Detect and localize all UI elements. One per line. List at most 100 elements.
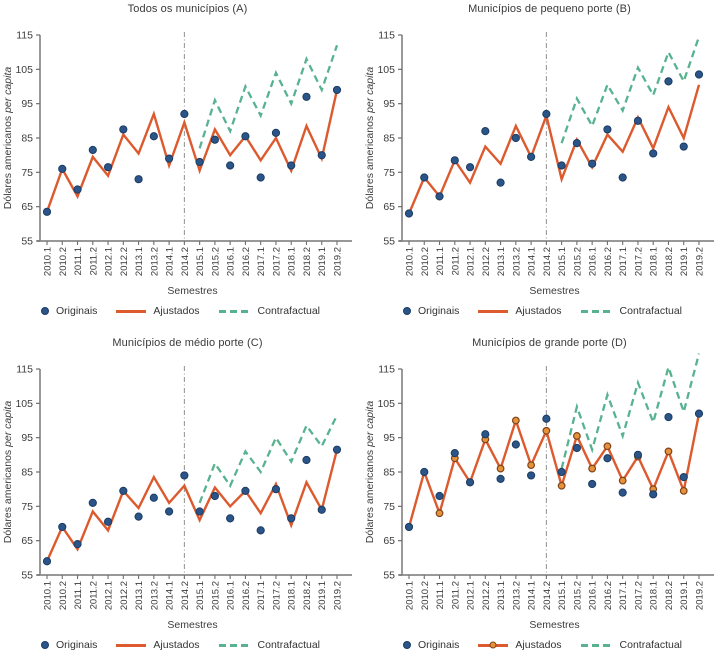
x-tick-label: 2015.1 [557, 581, 568, 610]
contrafactual-dash-icon [580, 309, 613, 313]
x-axis-label: Semestres [167, 619, 217, 631]
ajustados-line-icon [478, 309, 509, 313]
legend-label: Contrafactual [619, 639, 682, 651]
panel-b-legend: Originais Ajustados Contrafactual [362, 301, 723, 321]
originais-point [527, 152, 536, 161]
originais-point [42, 207, 52, 216]
y-tick-label: 75 [383, 501, 395, 513]
x-tick-label: 2016.2 [603, 581, 614, 610]
ajustados-marker [511, 416, 520, 425]
y-tick-label: 105 [15, 64, 33, 76]
x-tick-label: 2012.1 [466, 247, 477, 276]
panel-b-title: Municípios de pequeno porte (B) [468, 3, 631, 15]
originais-dot-icon [40, 641, 49, 649]
originais-point [603, 454, 612, 463]
contrafactual-dash-icon [218, 309, 251, 313]
x-tick-label: 2019.2 [695, 247, 706, 276]
x-tick-label: 2014.1 [165, 247, 176, 276]
originais-point [88, 145, 97, 155]
originais-point [226, 514, 235, 523]
x-tick-label: 2017.1 [256, 247, 267, 276]
x-tick-label: 2011.1 [73, 247, 84, 275]
y-tick-label: 65 [383, 535, 395, 547]
originais-point [450, 449, 459, 458]
originais-point [465, 163, 475, 172]
x-tick-label: 2013.2 [149, 581, 160, 610]
originais-point [404, 209, 414, 218]
x-tick-label: 2012.2 [481, 247, 492, 276]
x-tick-label: 2012.1 [466, 581, 477, 610]
x-tick-label: 2016.1 [226, 581, 237, 610]
x-tick-label: 2012.1 [104, 247, 115, 276]
ajustados-marker [618, 476, 627, 485]
originais-point [557, 161, 566, 170]
y-tick-label: 95 [383, 432, 395, 444]
series-contrafactual [560, 353, 701, 469]
originais-point [317, 151, 326, 160]
x-tick-label: 2018.2 [664, 581, 675, 610]
originais-point [649, 149, 658, 158]
x-tick-label: 2018.1 [649, 247, 660, 276]
originais-point [103, 163, 113, 172]
series-contrafactual [198, 414, 339, 504]
x-tick-label: 2014.2 [180, 247, 191, 276]
originais-point [256, 526, 265, 535]
x-tick-label: 2018.2 [664, 247, 675, 276]
x-tick-label: 2012.2 [481, 581, 492, 610]
x-tick-label: 2013.1 [496, 247, 507, 276]
x-tick-label: 2019.1 [317, 581, 328, 610]
legend-item-contrafactual: Contrafactual [218, 639, 320, 651]
x-tick-label: 2012.2 [119, 581, 130, 610]
originais-point [618, 488, 627, 497]
x-tick-label: 2016.1 [226, 247, 237, 276]
originais-point [271, 485, 281, 494]
panel-d-legend: Originais Ajustados Contrafactual [362, 635, 723, 655]
x-tick-label: 2014.2 [180, 581, 191, 610]
panel-d: Municípios de grande porte (D) 115 105 95 8… [362, 334, 723, 668]
originais-point [588, 479, 597, 489]
originais-point [210, 135, 219, 144]
panel-a: Todos os municípios (A) 115 105 95 85 75 65 55… [0, 0, 361, 334]
originais-point [511, 440, 520, 449]
originais-point [302, 92, 311, 101]
x-tick-label: 2015.1 [195, 247, 206, 276]
originais-point [694, 70, 704, 79]
originais-point [210, 491, 219, 501]
legend-item-ajustados: Ajustados [478, 305, 562, 317]
y-tick-label: 95 [21, 98, 33, 110]
y-tick-label: 115 [378, 364, 395, 376]
y-axis-label: Dólares americanos per capita [2, 401, 14, 544]
ajustados-marker [542, 426, 551, 435]
originais-point [664, 412, 673, 422]
originais-point [195, 157, 204, 167]
originais-point [119, 486, 128, 495]
x-tick-label: 2014.1 [527, 581, 538, 610]
originais-point [404, 522, 414, 532]
originais-point [287, 514, 296, 523]
y-tick-label: 115 [16, 30, 33, 42]
x-tick-label: 2015.2 [572, 247, 583, 276]
originais-point [58, 522, 67, 532]
originais-point [332, 445, 342, 454]
x-tick-label: 2014.2 [542, 581, 553, 610]
originais-point [287, 161, 296, 170]
ajustados-line-icon [116, 309, 147, 313]
originais-point [58, 164, 67, 173]
originais-point [241, 486, 250, 495]
x-tick-label: 2018.1 [287, 581, 298, 610]
y-tick-label: 75 [21, 501, 33, 513]
y-tick-label: 85 [383, 467, 395, 479]
originais-point [542, 109, 551, 119]
x-tick-label: 2013.2 [511, 247, 522, 276]
originais-point [42, 557, 52, 566]
panel-b: Municípios de pequeno porte (B) 115 105 95… [362, 0, 723, 334]
originais-point [119, 125, 128, 134]
originais-point [302, 455, 311, 465]
ajustados-marker [588, 464, 597, 473]
originais-point [420, 467, 429, 477]
y-axis-label: Dólares americanos per capita [364, 401, 376, 544]
y-tick-label: 105 [377, 64, 395, 76]
x-tick-label: 2010.1 [43, 581, 54, 610]
x-tick-label: 2019.1 [317, 247, 328, 276]
legend-label: Contrafactual [257, 639, 320, 651]
